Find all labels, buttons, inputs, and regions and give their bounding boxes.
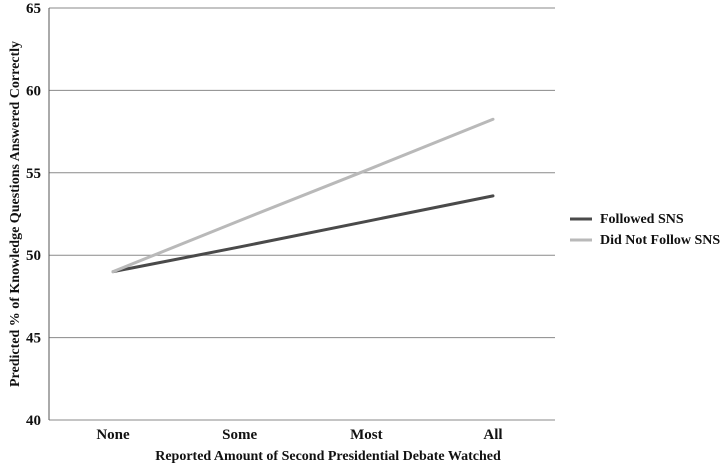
series-line-did-not-follow-sns (111, 117, 495, 274)
legend-label: Followed SNS (600, 212, 684, 227)
y-tick-label: 65 (26, 1, 41, 17)
y-tick-label: 55 (26, 166, 41, 182)
x-tick-label: None (96, 427, 130, 443)
y-tick-label: 45 (26, 331, 41, 347)
y-tick-label: 60 (26, 83, 41, 99)
y-tick-label: 40 (26, 413, 41, 429)
legend: Followed SNS Did Not Follow SNS (570, 212, 720, 248)
tick-labels: 40 45 50 55 60 65 None Some Most All (26, 1, 503, 443)
legend-label: Did Not Follow SNS (600, 233, 720, 248)
x-tick-label: All (483, 427, 502, 443)
gridlines (49, 7, 555, 421)
y-axis-title: Predicted % of Knowledge Questions Answe… (8, 41, 23, 387)
series-line-followed-sns (111, 194, 495, 274)
x-tick-label: Some (222, 427, 257, 443)
series-lines (111, 117, 495, 274)
y-tick-label: 50 (26, 248, 41, 264)
x-tick-label: Most (350, 427, 383, 443)
x-axis-title: Reported Amount of Second Presidential D… (155, 449, 501, 464)
